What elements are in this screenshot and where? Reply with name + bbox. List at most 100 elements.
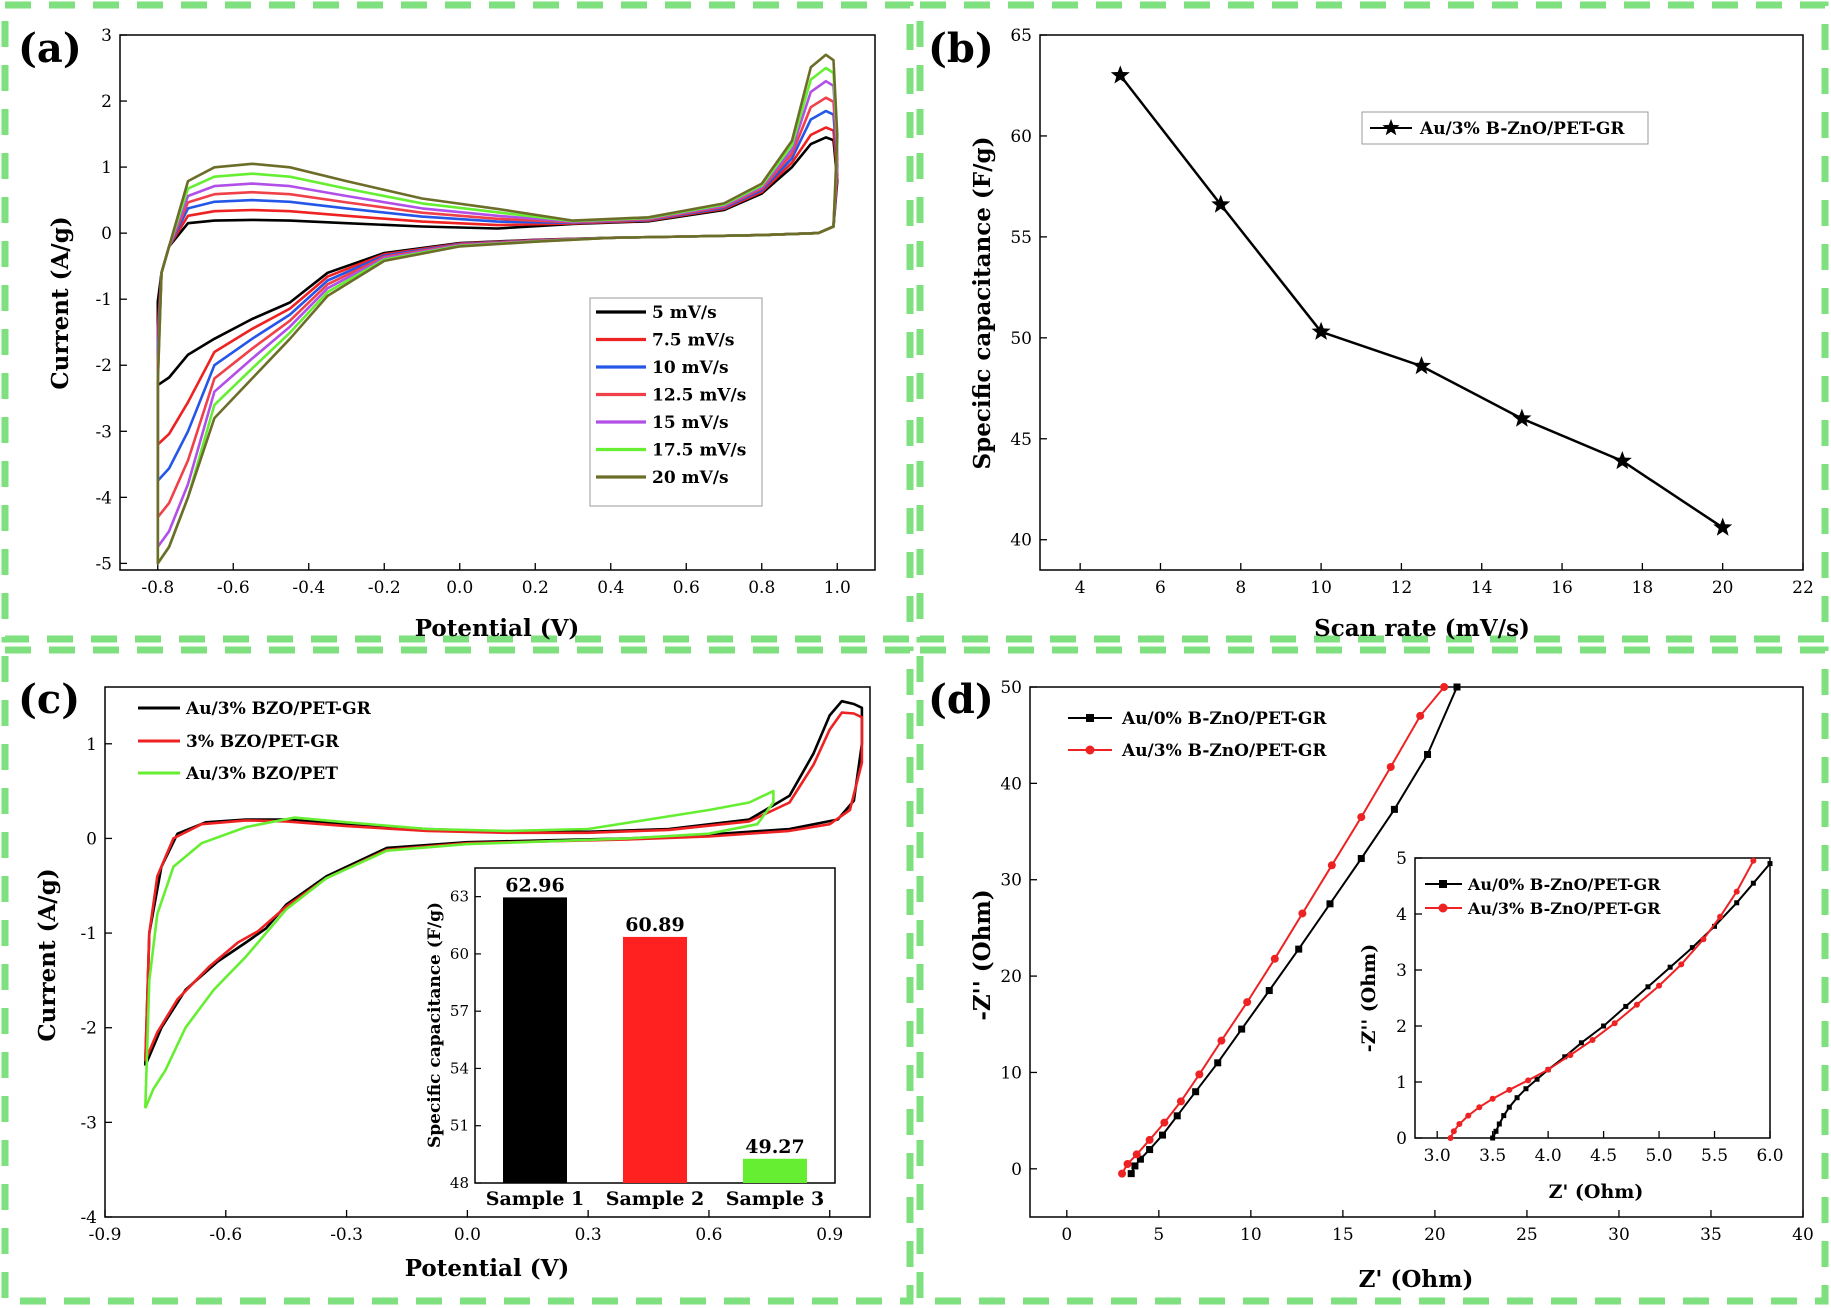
d-xtick-label: 25 [1516,1225,1538,1245]
series-d-point-2 [1440,683,1449,691]
c-ytick-label: -1 [80,924,97,944]
a-xtick-label: 0.8 [748,578,775,598]
panel-label-d: (d) [928,676,994,723]
series-d-point-2 [1176,1097,1185,1106]
series-point-b [1211,194,1231,213]
inset-series-d-point-2 [1678,961,1685,968]
panel-label-c: (c) [18,676,80,723]
ticks-c: -0.9 -0.6 -0.3 0.0 0.3 0.6 0.9 -4 -3 -2 -1 0 1 [80,735,843,1245]
curves-b [1110,65,1733,536]
series-d-line-1 [1130,686,1458,1175]
b-ytick-label: 65 [1010,26,1032,46]
a-xtick-label: 1.0 [824,578,851,598]
inset-bar-c-1 [503,897,567,1183]
series-d-point-2 [1270,954,1279,963]
xlabel-a: Potential (V) [415,615,580,642]
a-ytick-label: 0 [101,224,112,244]
c-xtick-label: 0.3 [575,1225,602,1245]
inset-series-d-point-2 [1700,936,1707,943]
curves-a [156,53,839,565]
series-d-point-2 [1327,861,1336,870]
d-inset-ytick-label: 1 [1396,1073,1407,1093]
a-ytick-label: -2 [95,356,112,376]
d-inset-ytick-label: 3 [1396,961,1407,981]
inset-series-d-point-2 [1447,1135,1454,1141]
inset-series-d-point-2 [1656,982,1663,989]
inset-series-d-point-2 [1450,1128,1457,1135]
inset-series-d-point-2 [1633,1001,1640,1008]
series-d-point-1 [1357,855,1365,863]
ticks-a: -0.8 -0.6 -0.4 -0.2 0.0 0.2 0.4 0.6 0.8 1.0 -5 -4 -3… [95,26,850,598]
inset-series-d-point-2 [1456,1121,1463,1127]
frame-top-left [1,1,914,643]
panel-label-a: (a) [18,25,82,72]
series-d-point-1 [1146,1146,1154,1154]
inset-series-d-point-1 [1623,1003,1629,1009]
b-ytick-label: 40 [1010,531,1032,551]
a-ytick-label: -4 [95,488,112,508]
series-point-b [1612,451,1632,470]
inset-bar-c-2 [623,936,687,1183]
cv-curve-a-7 [156,53,839,565]
b-xtick-label: 10 [1310,578,1332,598]
c-ytick-label: 1 [86,735,97,755]
inset-series-d-point-2 [1717,913,1724,920]
legend-c: Au/3% BZO/PET-GR 3% BZO/PET-GR Au/3% BZO… [138,699,372,784]
curves-d [1118,683,1461,1178]
inset-bar-c-3 [743,1158,807,1183]
plot-area-b [1039,34,1804,571]
d-inset-xtick-label: 6.0 [1756,1146,1783,1166]
inset-series-d-point-1 [1514,1095,1520,1101]
inset-chart-d: 3.0 3.5 4.0 4.5 5.0 5.5 6.0 0 1 2 3 4 5 Z' (Ohm) -Z'… [1358,849,1784,1203]
a-ytick-label: -5 [95,554,112,574]
series-d-point-1 [1390,805,1398,813]
xlabel-b: Scan rate (mV/s) [1314,615,1530,642]
a-xtick-label: 0.6 [673,578,700,598]
b-xtick-label: 16 [1551,578,1573,598]
series-d-point-1 [1173,1112,1181,1120]
inset-series-d-point-2 [1525,1077,1532,1084]
legend-label-a-1: 5 mV/s [652,303,717,323]
a-ytick-label: -1 [95,290,112,310]
series-d-point-1 [1326,900,1334,908]
inset-series-d-point-1 [1689,945,1695,951]
legend-label-c-3: Au/3% BZO/PET [185,764,338,784]
series-d-point-1 [1424,750,1432,758]
a-ytick-label: 2 [101,92,112,112]
inset-bar-chart-c: 48 51 54 57 60 63 62.96 Sample 1 60.89 Sample 2 4… [425,867,836,1210]
b-ytick-label: 55 [1010,228,1032,248]
legend-label-a-7: 20 mV/s [652,468,729,488]
inset-curves-d [1447,857,1773,1141]
a-ytick-label: 3 [101,26,112,46]
series-point-b [1512,408,1532,427]
frame-bottom-right [916,646,1829,1305]
legend-box-a [589,297,763,507]
legend-marker-d-1 [1086,714,1094,722]
a-ytick-label: -3 [95,422,112,442]
chart-a: -0.8 -0.6 -0.4 -0.2 0.0 0.2 0.4 0.6 0.8 1.0 -5 -4 -3… [47,26,876,642]
c-xtick-label: 0.6 [695,1225,722,1245]
inset-series-d-point-1 [1523,1086,1529,1092]
d-inset-ytick-label: 0 [1396,1129,1407,1149]
cv-curve-c-3 [144,789,775,1109]
legend-label-a-4: 12.5 mV/s [652,386,746,406]
d-xtick-label: 15 [1332,1225,1354,1245]
d-ytick-label: 50 [1000,678,1022,698]
d-inset-xtick-label: 3.0 [1424,1146,1451,1166]
c-xtick-label: 0.9 [816,1225,843,1245]
series-d-point-2 [1118,1169,1127,1178]
series-d-point-2 [1132,1150,1141,1159]
a-xtick-label: -0.2 [368,578,401,598]
d-inset-ytick-label: 2 [1396,1017,1407,1037]
inset-series-d-point-2 [1465,1112,1472,1119]
c-ytick-label: 0 [86,829,97,849]
inset-legend-marker-d-2 [1438,903,1448,913]
ticks-b: 4 6 8 10 12 14 16 18 20 22 40 45 50 55 60 65 [1010,26,1813,598]
inset-ytick-label-c: 54 [450,1059,469,1077]
inset-series-d-point-1 [1734,900,1740,906]
legend-b: Au/3% B-ZnO/PET-GR [1361,111,1649,145]
b-xtick-label: 18 [1632,578,1654,598]
d-inset-xtick-label: 5.0 [1646,1146,1673,1166]
inset-series-d-point-2 [1489,1095,1496,1102]
d-ytick-label: 30 [1000,871,1022,891]
